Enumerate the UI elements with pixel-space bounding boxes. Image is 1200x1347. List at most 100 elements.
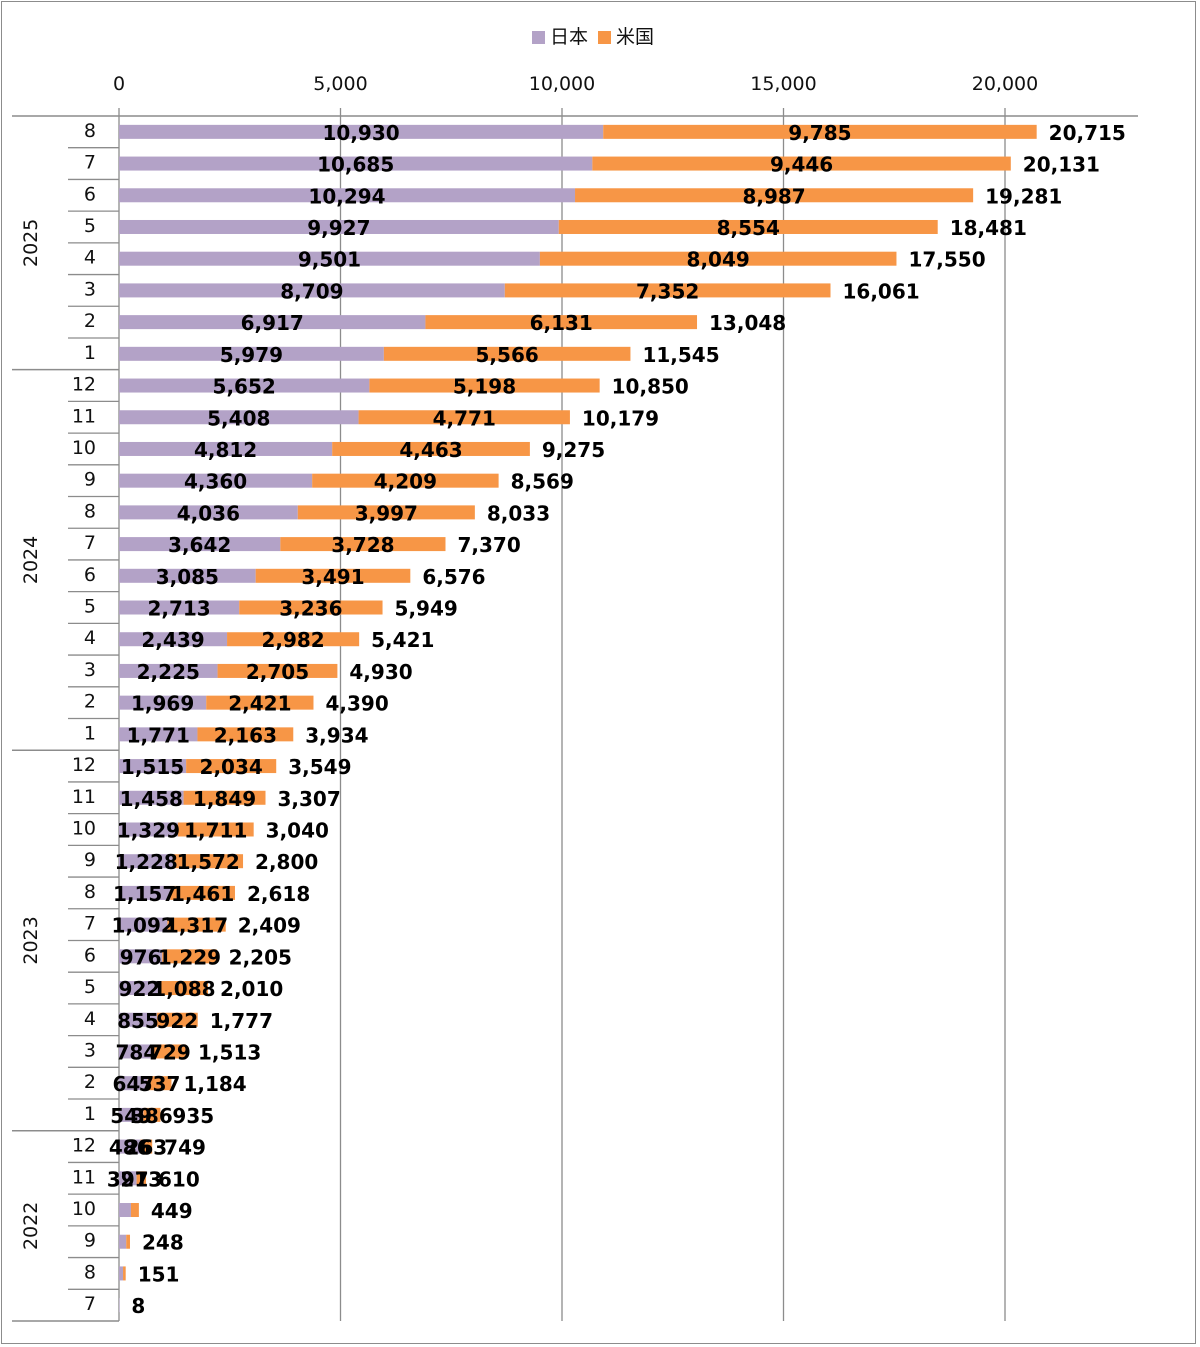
data-label-total: 10,179 xyxy=(582,406,659,430)
month-label: 3 xyxy=(84,659,96,681)
bar-japan xyxy=(119,1139,141,1154)
data-label-us: 4,463 xyxy=(399,438,462,462)
data-label-total: 19,281 xyxy=(985,184,1062,208)
bar-us xyxy=(123,1266,126,1281)
data-label-japan: 1,771 xyxy=(127,723,190,747)
data-label-total: 6,576 xyxy=(422,565,485,589)
data-label-japan: 3,642 xyxy=(168,533,231,557)
data-label-us: 2,163 xyxy=(214,723,277,747)
data-label-us: 1,461 xyxy=(171,882,234,906)
bar-us xyxy=(332,441,530,456)
month-label: 7 xyxy=(84,532,96,554)
data-label-us: 8,987 xyxy=(742,184,805,208)
data-label-japan: 1,969 xyxy=(131,692,194,716)
data-label-total: 18,481 xyxy=(950,216,1027,240)
month-label: 3 xyxy=(84,1039,96,1061)
bar-us xyxy=(177,822,254,837)
data-label-japan: 4,036 xyxy=(177,501,240,525)
bar-japan xyxy=(119,854,174,869)
data-label-japan: 549 xyxy=(110,1104,152,1128)
data-label-total: 3,934 xyxy=(305,723,368,747)
data-label-us: 1,088 xyxy=(152,977,215,1001)
bar-japan xyxy=(119,537,281,552)
bar-us xyxy=(197,727,294,742)
data-label-total: 610 xyxy=(158,1167,200,1191)
data-label-total: 1,184 xyxy=(183,1072,246,1096)
data-label-total: 2,205 xyxy=(229,945,292,969)
data-label-total: 1,513 xyxy=(198,1040,261,1064)
data-label-total: 7,370 xyxy=(457,533,520,557)
bar-us xyxy=(358,410,570,425)
legend-item-us: 米国 xyxy=(598,22,654,49)
month-label: 7 xyxy=(84,1293,96,1315)
legend: 日本 米国 xyxy=(532,22,664,49)
bar-us xyxy=(159,981,209,996)
data-label-total: 1,777 xyxy=(210,1009,273,1033)
bar-us xyxy=(173,854,244,869)
data-label-total: 5,949 xyxy=(395,597,458,621)
year-label: 2024 xyxy=(20,536,42,584)
bar-us xyxy=(255,568,411,583)
legend-label-us: 米国 xyxy=(616,26,655,48)
bar-japan xyxy=(119,219,559,234)
month-label: 8 xyxy=(84,120,96,142)
data-label-japan: 976 xyxy=(120,945,162,969)
data-label-total: 10,850 xyxy=(612,375,689,399)
month-label: 11 xyxy=(72,405,96,427)
bar-japan xyxy=(119,790,184,805)
data-label-us: 9,785 xyxy=(788,121,851,145)
data-label-japan: 2,713 xyxy=(147,597,210,621)
bar-us xyxy=(156,1012,198,1027)
month-label: 5 xyxy=(84,215,96,237)
bar-japan xyxy=(119,188,576,203)
bar-japan xyxy=(119,1044,154,1059)
month-label: 9 xyxy=(84,1230,96,1252)
data-label-us: 263 xyxy=(125,1136,167,1160)
bar-us xyxy=(153,1044,187,1059)
bar-japan xyxy=(119,251,540,266)
month-label: 6 xyxy=(84,564,96,586)
bar-japan xyxy=(119,1076,148,1091)
month-label: 2 xyxy=(84,1071,96,1093)
bar-japan xyxy=(119,663,218,678)
bar-us xyxy=(312,473,499,488)
data-label-us: 729 xyxy=(149,1040,191,1064)
bar-japan xyxy=(119,1171,137,1186)
data-label-us: 4,209 xyxy=(374,470,437,494)
x-tick-label: 20,000 xyxy=(972,73,1038,95)
month-label: 11 xyxy=(72,1166,96,1188)
month-label: 12 xyxy=(72,1135,96,1157)
bar-japan xyxy=(119,632,228,647)
data-label-us: 2,982 xyxy=(261,628,324,652)
data-label-us: 6,131 xyxy=(530,311,593,335)
data-label-japan: 647 xyxy=(112,1072,154,1096)
month-label: 7 xyxy=(84,913,96,935)
data-label-total: 449 xyxy=(151,1199,193,1223)
bar-us xyxy=(369,378,600,393)
month-label: 1 xyxy=(84,342,96,364)
legend-label-japan: 日本 xyxy=(550,26,589,48)
data-label-us: 213 xyxy=(120,1167,162,1191)
data-label-japan: 1,157 xyxy=(113,882,176,906)
data-label-total: 16,061 xyxy=(843,279,920,303)
data-label-japan: 1,515 xyxy=(121,755,184,779)
bar-japan xyxy=(119,981,160,996)
data-label-total: 13,048 xyxy=(709,311,786,335)
data-label-us: 2,421 xyxy=(228,692,291,716)
bar-japan xyxy=(119,759,187,774)
bar-japan xyxy=(119,378,370,393)
data-label-japan: 1,458 xyxy=(120,787,183,811)
bar-japan xyxy=(119,1107,144,1122)
data-label-us: 1,229 xyxy=(158,945,221,969)
data-label-total: 935 xyxy=(172,1104,214,1128)
data-label-total: 8,033 xyxy=(487,501,550,525)
data-label-us: 7,352 xyxy=(636,279,699,303)
bar-us xyxy=(280,537,446,552)
data-label-total: 2,010 xyxy=(220,977,283,1001)
data-label-japan: 10,930 xyxy=(323,121,400,145)
bar-us xyxy=(227,632,360,647)
data-label-japan: 1,329 xyxy=(117,818,180,842)
month-label: 4 xyxy=(84,1008,96,1030)
year-label: 2022 xyxy=(20,1202,42,1250)
bar-us xyxy=(143,1107,161,1122)
